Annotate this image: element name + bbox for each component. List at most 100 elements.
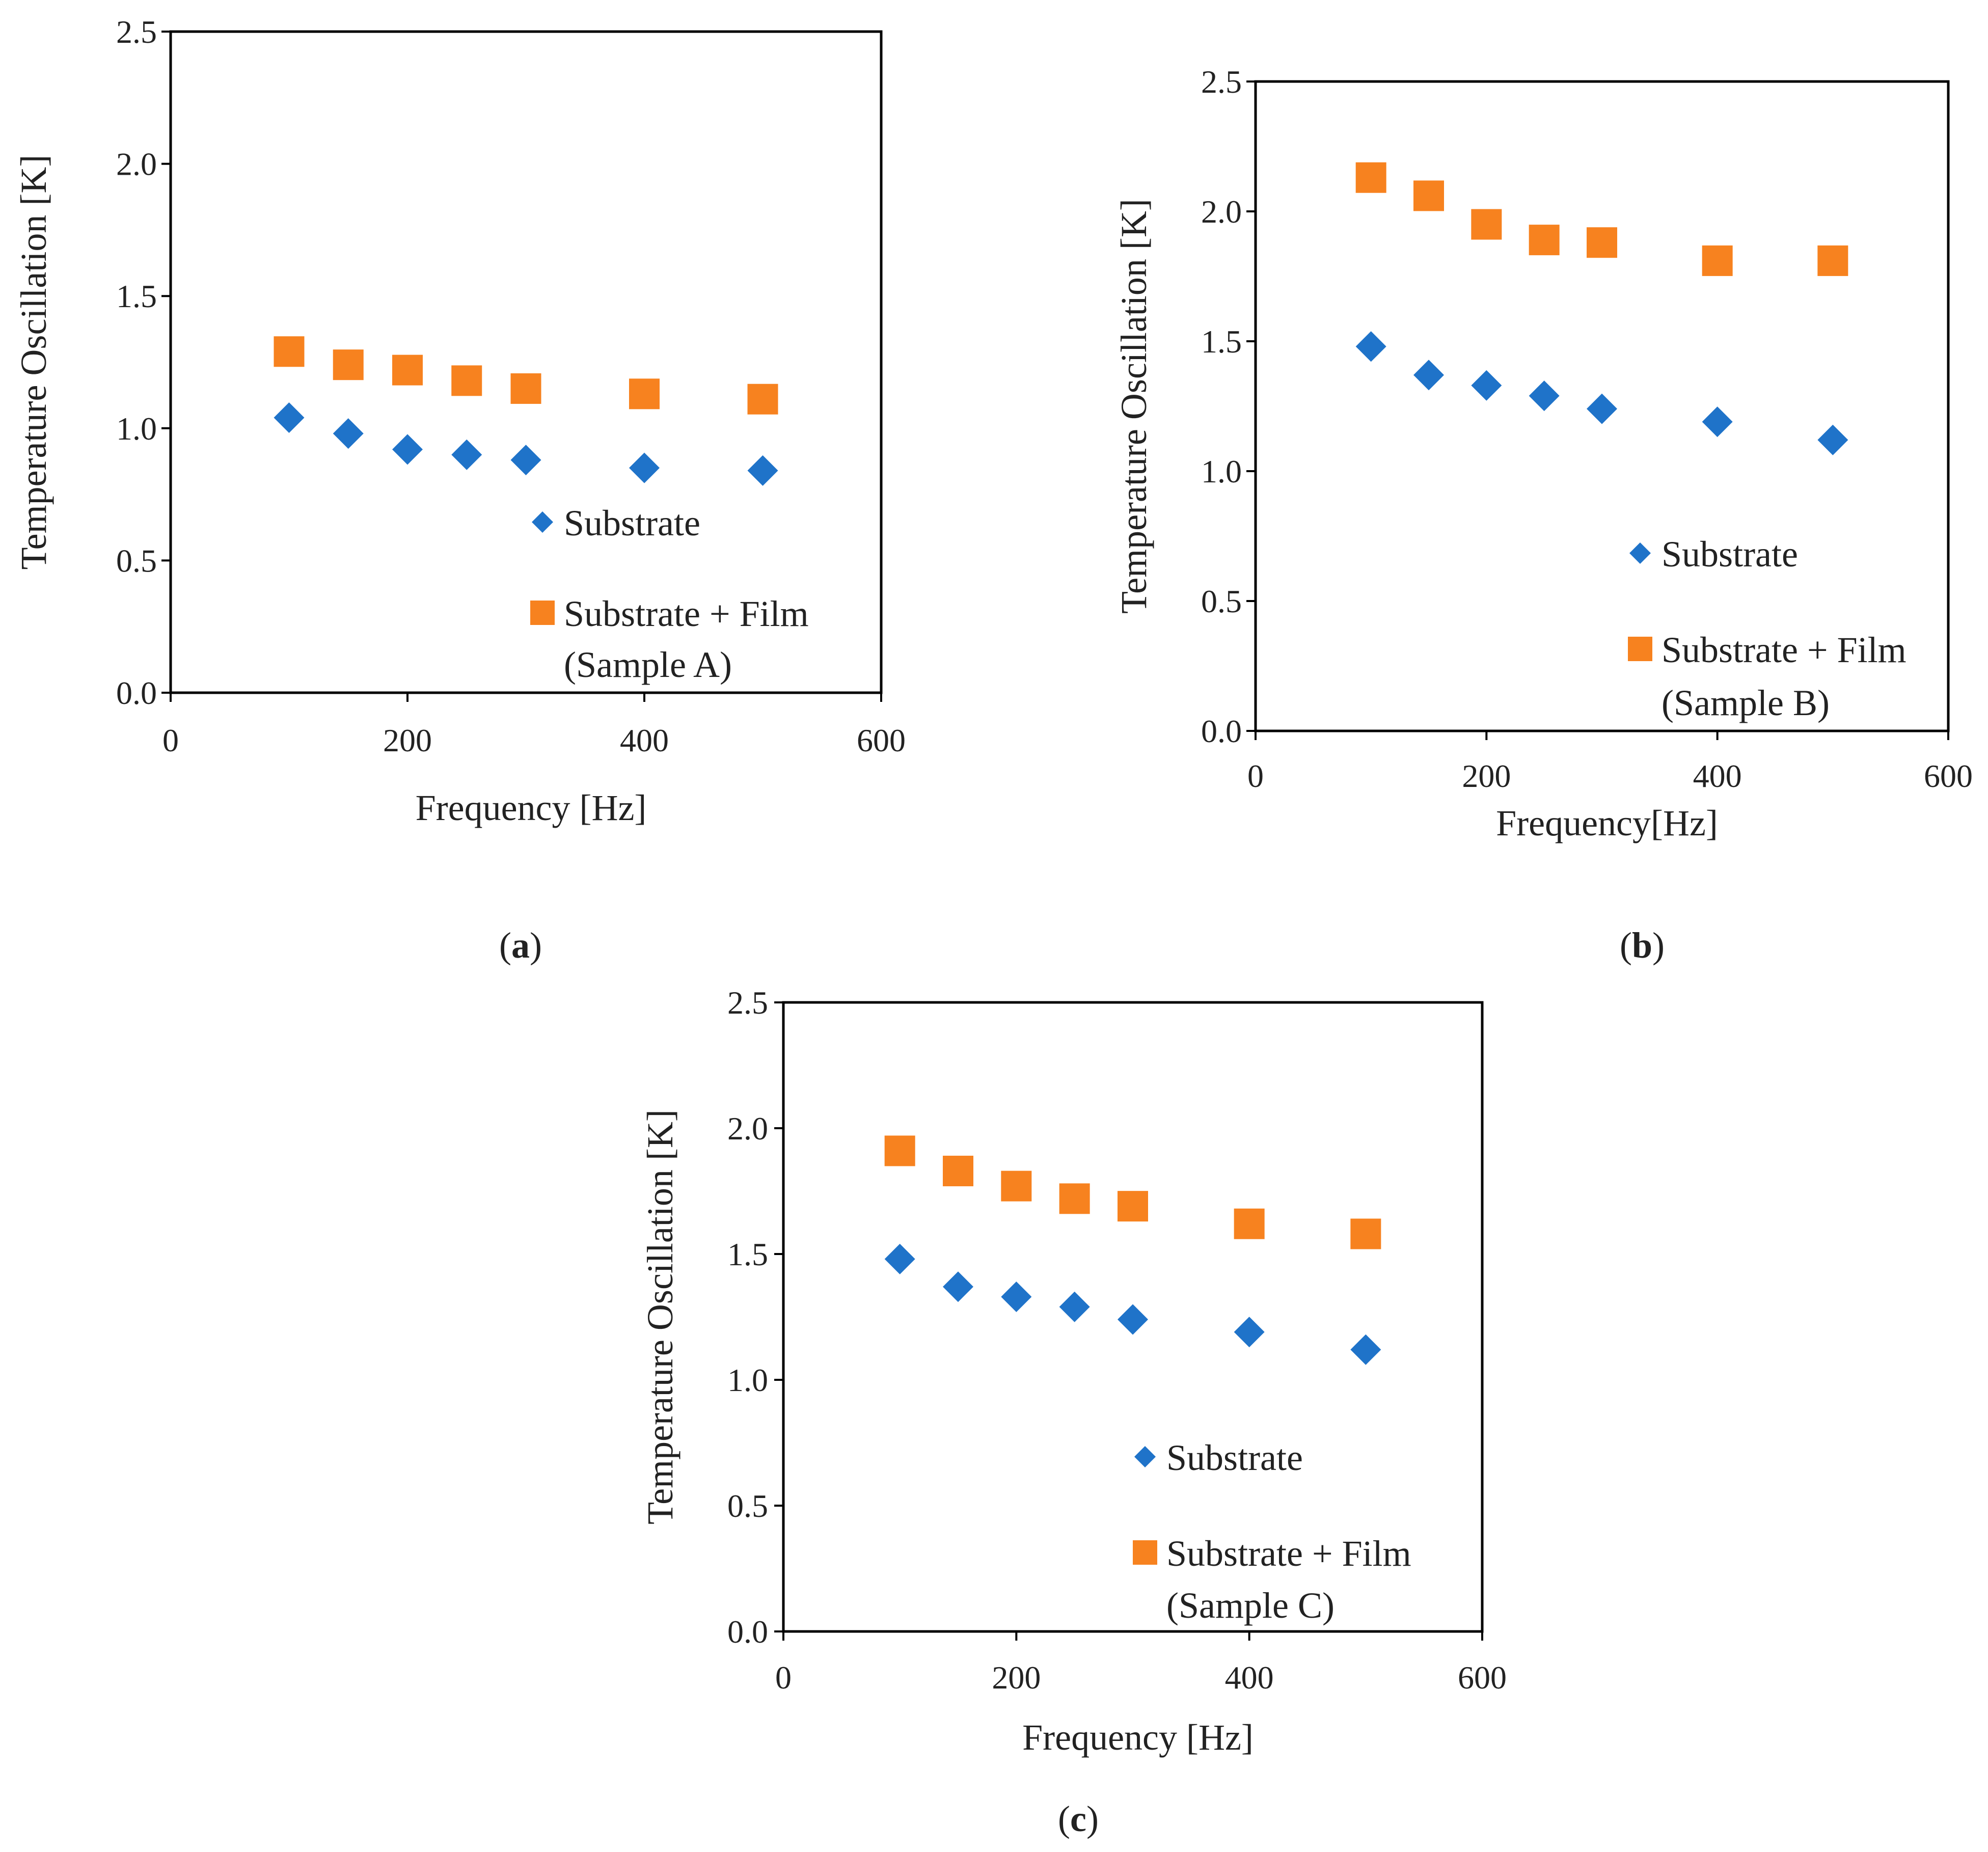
x-axis-title: Frequency[Hz]	[1496, 803, 1718, 843]
x-tick-label: 400	[620, 722, 669, 758]
legend-film-sample: (Sample C)	[1166, 1585, 1335, 1626]
legend-substrate-marker	[1134, 1446, 1156, 1467]
y-axis-title: Temperature Oscillation [K]	[13, 155, 54, 570]
film-point	[629, 378, 660, 410]
y-tick-label: 2.0	[116, 146, 157, 182]
substrate-point	[1001, 1281, 1032, 1312]
caption-letter: a	[511, 925, 530, 966]
y-tick-label: 2.5	[116, 14, 157, 50]
panel-caption: (c)	[1058, 1799, 1099, 1839]
substrate-point	[747, 455, 778, 486]
chart-panel-b: 0.0 0.5 1.0 1.5 2.0 2.5 0 200 400 600 Frequency[Hz…	[1113, 64, 1973, 966]
substrate-point	[1234, 1317, 1265, 1348]
film-point	[1355, 162, 1386, 193]
legend-substrate-label: Substrate	[1166, 1437, 1303, 1478]
legend-film-marker	[1133, 1540, 1157, 1565]
substrate-point	[1350, 1334, 1381, 1365]
film-point	[1059, 1183, 1090, 1214]
film-point	[747, 384, 778, 415]
panel-caption: (a)	[499, 925, 542, 966]
caption-letter: b	[1632, 925, 1652, 966]
y-tick-label: 0.5	[727, 1488, 768, 1524]
y-tick-label: 0.5	[1201, 583, 1242, 619]
substrate-point	[392, 434, 423, 465]
legend-substrate-label: Substrate	[564, 503, 700, 543]
caption-letter: c	[1070, 1799, 1086, 1839]
legend-film-sample: (Sample B)	[1662, 683, 1830, 723]
legend: Substrate Substrate + Film (Sample B)	[1628, 534, 1907, 723]
y-tick-label: 1.5	[1201, 323, 1242, 360]
x-tick-label: 0	[162, 722, 179, 758]
film-point	[274, 336, 305, 367]
substrate-point	[1355, 331, 1386, 362]
x-tick-label: 200	[992, 1659, 1041, 1696]
substrate-point	[1702, 406, 1733, 438]
film-point	[884, 1135, 915, 1166]
x-tick-label: 0	[775, 1659, 792, 1696]
substrate-point	[274, 402, 305, 433]
film-point	[451, 365, 482, 396]
y-tick-label: 0.0	[116, 675, 157, 711]
legend-film-sample: (Sample A)	[564, 644, 732, 685]
x-tick-label: 200	[383, 722, 432, 758]
film-point	[943, 1155, 973, 1186]
substrate-point	[1817, 424, 1848, 455]
y-tick-label: 1.0	[1201, 453, 1242, 489]
caption-close: )	[1652, 925, 1665, 966]
y-tick-label: 1.0	[116, 411, 157, 447]
plot-frame	[782, 1001, 1484, 1633]
y-tick-label: 0.0	[727, 1614, 768, 1650]
substrate-point	[1471, 370, 1502, 401]
x-tick-label: 600	[1458, 1659, 1507, 1696]
substrate-point	[943, 1271, 973, 1302]
y-tick-label: 2.0	[727, 1110, 768, 1147]
substrate-point	[1413, 360, 1444, 391]
plot-frame	[169, 30, 883, 694]
legend-substrate-label: Substrate	[1662, 534, 1798, 575]
substrate-point	[510, 445, 541, 476]
y-tick-label: 2.5	[727, 985, 768, 1021]
x-axis-title: Frequency [Hz]	[416, 787, 647, 828]
y-axis-title: Temperature Oscillation [K]	[640, 1109, 680, 1524]
x-tick-label: 200	[1462, 758, 1511, 794]
legend-film-marker	[530, 601, 555, 625]
caption-close: )	[530, 925, 542, 966]
legend: Substrate Substrate + Film (Sample C)	[1133, 1437, 1411, 1626]
y-axis-title: Temperature Oscillation [K]	[1113, 199, 1154, 614]
y-tick-label: 1.5	[116, 278, 157, 314]
substrate-point	[333, 418, 364, 449]
panel-caption: (b)	[1620, 925, 1665, 966]
substrate-point	[629, 452, 660, 483]
substrate-point	[1587, 393, 1617, 424]
film-point	[333, 349, 364, 380]
film-point	[1350, 1218, 1381, 1249]
y-tick-label: 2.0	[1201, 194, 1242, 230]
y-tick-label: 1.0	[727, 1362, 768, 1398]
legend-film-label: Substrate + Film	[1166, 1533, 1411, 1574]
substrate-point	[1059, 1291, 1090, 1322]
legend-substrate-marker	[532, 511, 553, 533]
film-point	[392, 355, 423, 386]
substrate-point	[1118, 1304, 1148, 1335]
x-tick-label: 600	[857, 722, 906, 758]
film-point	[510, 373, 541, 404]
y-tick-label: 1.5	[727, 1236, 768, 1272]
substrate-point	[884, 1243, 915, 1274]
chart-panel-a: 0.0 0.5 1.0 1.5 2.0 2.5 0 200 400 600 Frequency [H…	[13, 14, 906, 966]
substrate-point	[1529, 380, 1560, 412]
film-point	[1234, 1208, 1265, 1239]
film-point	[1471, 209, 1502, 240]
x-tick-label: 0	[1247, 758, 1264, 794]
film-point	[1702, 245, 1733, 276]
substrate-point	[451, 439, 482, 470]
legend: Substrate Substrate + Film (Sample A)	[530, 503, 809, 685]
plot-frame	[1254, 80, 1950, 732]
x-tick-label: 400	[1693, 758, 1742, 794]
film-point	[1413, 180, 1444, 211]
film-point	[1817, 245, 1848, 276]
caption-open: (	[499, 925, 511, 966]
legend-film-label: Substrate + Film	[564, 593, 809, 634]
chart-panel-c: 0.0 0.5 1.0 1.5 2.0 2.5 0 200 400 600 Frequency [H…	[640, 985, 1507, 1839]
legend-film-label: Substrate + Film	[1662, 630, 1907, 670]
